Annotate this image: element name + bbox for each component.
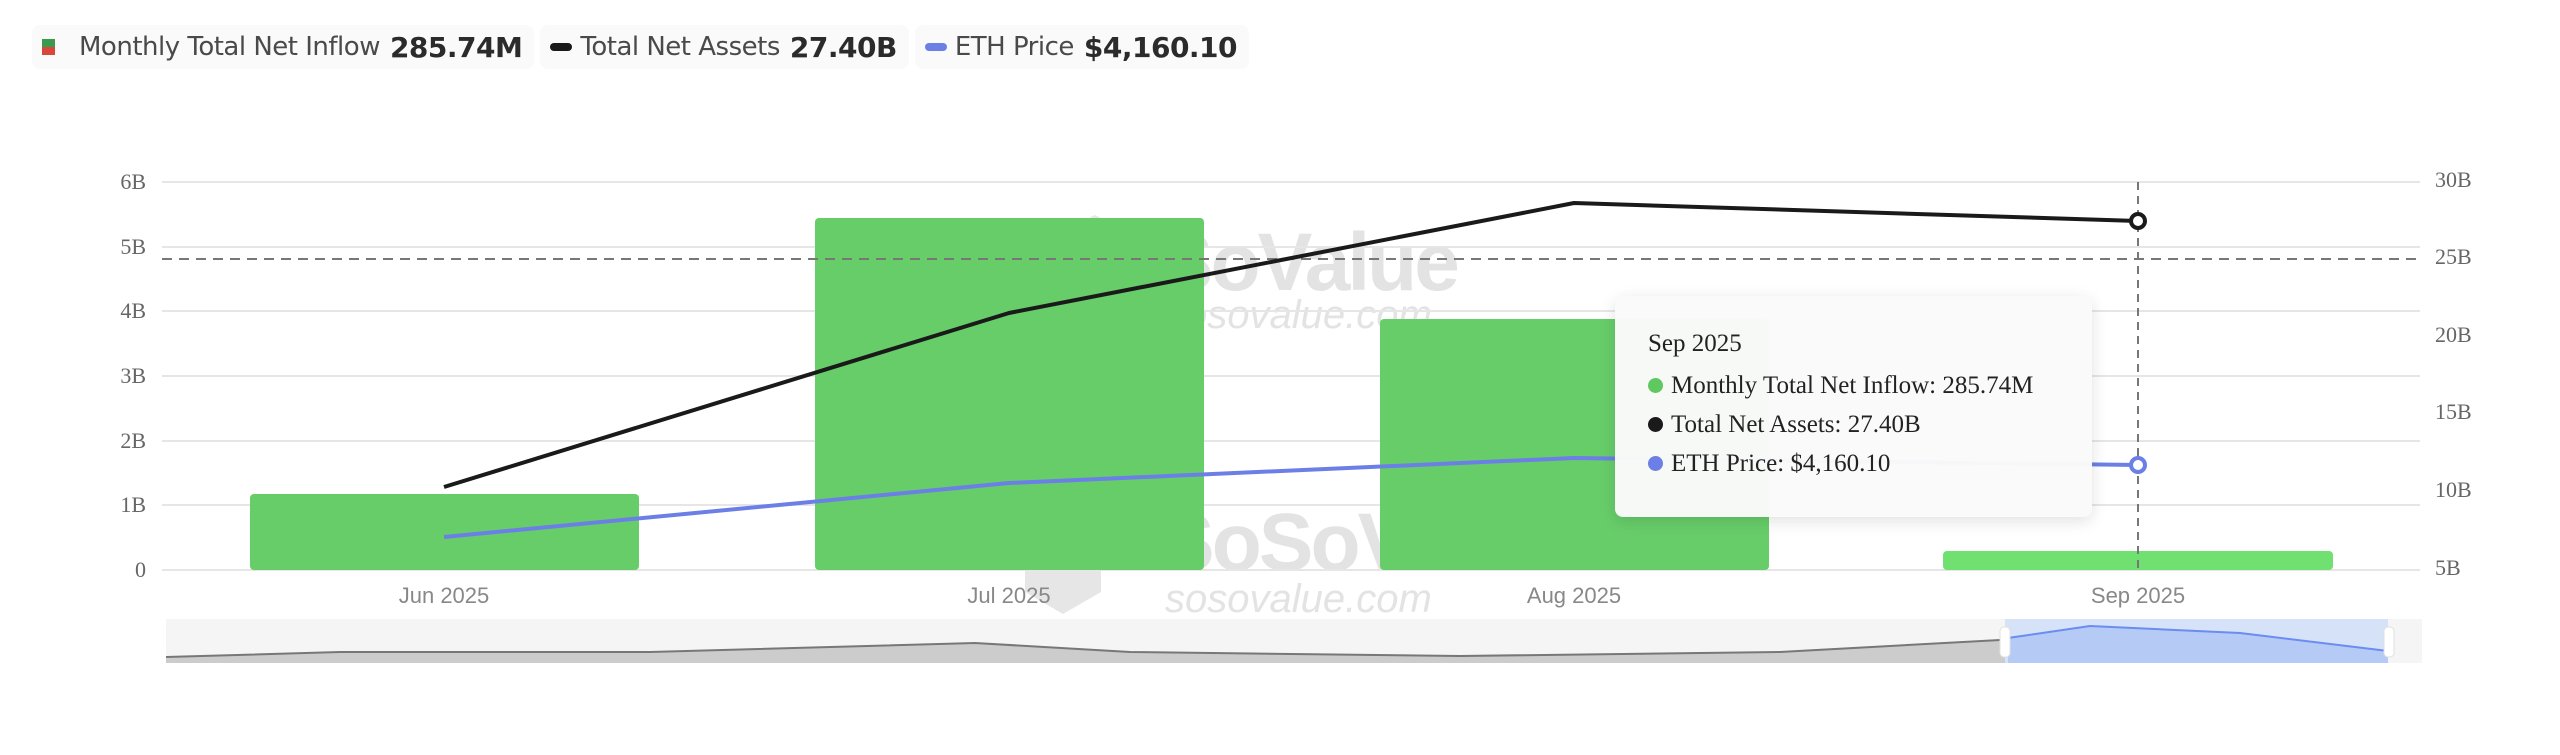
svg-text:25B: 25B [2435,244,2472,269]
svg-text:10B: 10B [2435,477,2472,502]
svg-text:5B: 5B [120,234,146,259]
legend-item-total-net-assets[interactable]: Total Net Assets 27.40B [540,25,909,69]
legend-value: 27.40B [789,30,897,64]
data-zoom-handle-left[interactable] [1999,626,2011,658]
black-dot-icon [1648,417,1663,432]
legend-value: 285.74M [389,30,523,64]
left-axis: 6B 5B 4B 3B 2B 1B 0 [120,169,146,582]
x-axis: Jun 2025 Jul 2025 Aug 2025 Sep 2025 [399,583,2185,608]
legend-label: Monthly Total Net Inflow [79,32,380,62]
net-assets-point-sep[interactable] [2129,212,2147,230]
svg-text:4B: 4B [120,298,146,323]
legend-item-monthly-net-inflow[interactable]: Monthly Total Net Inflow 285.74M [32,25,535,69]
data-zoom-handle-right[interactable] [2383,626,2395,658]
tooltip-row-eth-price: ETH Price: $4,160.10 [1648,444,2092,483]
legend-label: Total Net Assets [580,32,780,62]
eth-price-point-sep[interactable] [2129,456,2147,474]
svg-text:Jun 2025: Jun 2025 [399,583,490,608]
line-series-total-net-assets [443,201,2139,489]
svg-text:sosovalue.com: sosovalue.com [1165,577,1432,621]
legend-item-eth-price[interactable]: ETH Price $4,160.10 [914,25,1250,69]
svg-text:Sep 2025: Sep 2025 [2091,583,2185,608]
data-zoom-slider[interactable] [165,619,2422,663]
tooltip-title: Sep 2025 [1648,330,1742,357]
line-swatch-icon [924,43,947,51]
chart-tooltip: Sep 2025 Monthly Total Net Inflow: 285.7… [1615,296,2092,517]
svg-text:30B: 30B [2435,167,2472,192]
bar-swatch-icon [42,39,55,55]
green-dot-icon [1648,378,1663,393]
svg-text:3B: 3B [120,363,146,388]
legend-value: $4,160.10 [1083,30,1238,64]
svg-text:2B: 2B [120,428,146,453]
right-axis: 30B 25B 20B 15B 10B 5B [2435,167,2472,580]
svg-text:0: 0 [135,557,146,582]
svg-text:Jul 2025: Jul 2025 [967,583,1050,608]
tooltip-row-net-assets: Total Net Assets: 27.40B [1648,405,2092,444]
svg-text:Aug 2025: Aug 2025 [1527,583,1621,608]
blue-dot-icon [1648,456,1663,471]
line-swatch-icon [550,43,573,51]
tooltip-row-inflow: Monthly Total Net Inflow: 285.74M [1648,366,2092,405]
bar-jul-2025[interactable] [815,218,1204,570]
legend-label: ETH Price [954,32,1075,62]
bar-jun-2025[interactable] [250,494,639,570]
svg-text:15B: 15B [2435,399,2472,424]
svg-text:5B: 5B [2435,555,2461,580]
chart-legend: Monthly Total Net Inflow 285.74M Total N… [32,25,1250,69]
svg-text:6B: 6B [120,169,146,194]
svg-text:1B: 1B [120,492,146,517]
svg-text:20B: 20B [2435,322,2472,347]
